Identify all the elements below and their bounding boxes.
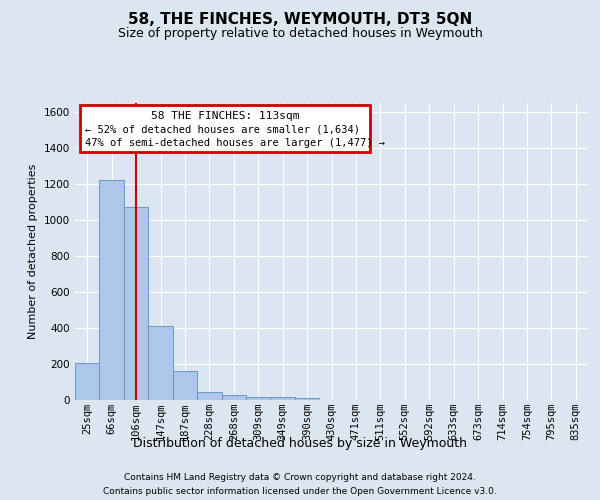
Text: Distribution of detached houses by size in Weymouth: Distribution of detached houses by size …: [133, 438, 467, 450]
Text: Size of property relative to detached houses in Weymouth: Size of property relative to detached ho…: [118, 28, 482, 40]
Text: Contains public sector information licensed under the Open Government Licence v3: Contains public sector information licen…: [103, 488, 497, 496]
Bar: [124, 207, 148, 400]
Bar: [246, 398, 271, 400]
Bar: [75, 364, 100, 400]
Text: 58 THE FINCHES: 113sqm: 58 THE FINCHES: 113sqm: [151, 111, 299, 121]
FancyBboxPatch shape: [80, 106, 370, 152]
Bar: [197, 392, 221, 400]
Text: ← 52% of detached houses are smaller (1,634): ← 52% of detached houses are smaller (1,…: [85, 124, 360, 134]
Bar: [100, 180, 124, 400]
Bar: [173, 371, 197, 400]
Bar: [271, 398, 295, 400]
Text: Contains HM Land Registry data © Crown copyright and database right 2024.: Contains HM Land Registry data © Crown c…: [124, 472, 476, 482]
Bar: [221, 396, 246, 400]
Bar: [295, 398, 319, 400]
Bar: [148, 326, 173, 400]
Y-axis label: Number of detached properties: Number of detached properties: [28, 164, 38, 339]
Text: 58, THE FINCHES, WEYMOUTH, DT3 5QN: 58, THE FINCHES, WEYMOUTH, DT3 5QN: [128, 12, 472, 28]
Text: 47% of semi-detached houses are larger (1,477) →: 47% of semi-detached houses are larger (…: [85, 138, 385, 147]
